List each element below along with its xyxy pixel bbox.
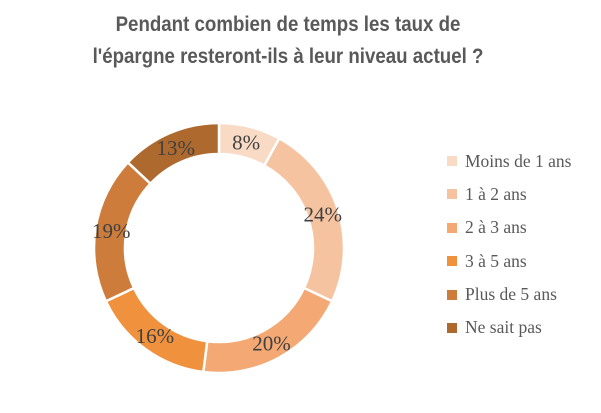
legend-item-3-a-5-ans: 3 à 5 ans <box>447 251 571 271</box>
chart-title-line-2: l'épargne resteront-ils à leur niveau ac… <box>92 45 484 68</box>
slice-label-3-a-5-ans: 16% <box>136 324 175 348</box>
legend-label: Plus de 5 ans <box>465 284 557 305</box>
legend-swatch-icon <box>447 256 457 267</box>
legend-label: Ne sait pas <box>465 317 542 338</box>
slice-ne-sait-pas <box>126 121 221 185</box>
chart-title: Pendant combien de temps les taux de l'é… <box>32 9 545 73</box>
legend-swatch-icon <box>447 289 457 300</box>
legend-swatch-icon <box>447 322 457 333</box>
legend-swatch-icon <box>447 156 457 166</box>
legend-item-moins-de-1-ans: Moins de 1 ans <box>447 151 571 171</box>
slice-label-ne-sait-pas: 13% <box>156 136 195 160</box>
legend-swatch-icon <box>447 189 457 200</box>
legend-label: 2 à 3 ans <box>465 217 527 238</box>
legend-label: 1 à 2 ans <box>465 183 527 204</box>
slice-label-2-a-3-ans: 20% <box>252 332 291 356</box>
legend-item-ne-sait-pas: Ne sait pas <box>447 317 571 338</box>
legend-label: 3 à 5 ans <box>465 250 527 271</box>
legend-item-1-a-2-ans: 1 à 2 ans <box>447 184 571 204</box>
legend-item-2-a-3-ans: 2 à 3 ans <box>447 217 571 238</box>
slice-label-moins-de-1-ans: 8% <box>232 130 260 154</box>
chart-title-line-1: Pendant combien de temps les taux de <box>115 13 461 36</box>
legend-swatch-icon <box>447 222 457 233</box>
slice-label-plus-de-5-ans: 19% <box>92 219 131 243</box>
legend-item-plus-de-5-ans: Plus de 5 ans <box>447 284 571 305</box>
legend-label: Moins de 1 ans <box>465 150 572 171</box>
chart-legend: Moins de 1 ans 1 à 2 ans 2 à 3 ans 3 à 5 an… <box>447 151 571 338</box>
slice-2-a-3-ans <box>202 286 334 375</box>
slice-label-1-a-2-ans: 24% <box>303 202 342 226</box>
